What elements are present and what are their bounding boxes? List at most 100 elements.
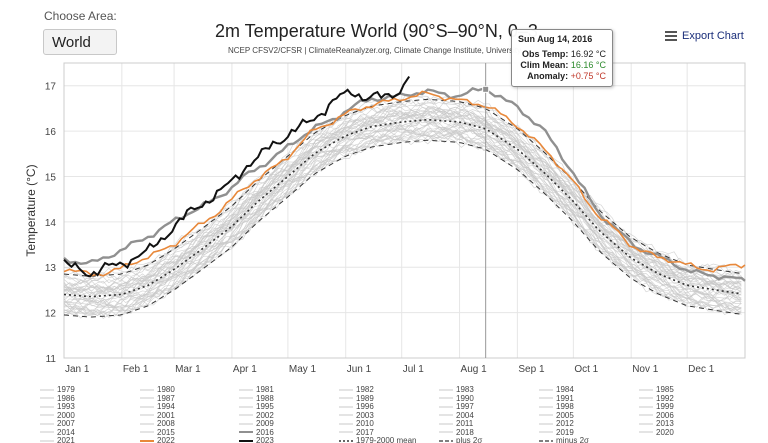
choose-area-label: Choose Area:	[44, 9, 117, 23]
export-chart-button[interactable]: Export Chart	[665, 28, 744, 44]
legend-item-1996[interactable]: 1996	[339, 402, 374, 411]
legend-label: 2014	[57, 427, 75, 437]
legend-swatch	[239, 397, 253, 399]
legend-item-1983[interactable]: 1983	[439, 385, 474, 394]
legend-swatch	[639, 406, 653, 407]
legend-label: 1979-2000 mean	[356, 436, 417, 443]
x-tick-label: Apr 1	[233, 364, 257, 375]
legend-item-2004[interactable]: 2004	[439, 411, 474, 420]
legend-item-1995[interactable]: 1995	[239, 402, 274, 411]
x-tick-label: Oct 1	[574, 364, 598, 375]
legend-label: 2015	[157, 427, 175, 437]
legend-item-1979-2000-mean[interactable]: 1979-2000 mean	[339, 436, 417, 443]
series-line-1987	[63, 123, 742, 308]
legend-item-1994[interactable]: 1994	[140, 402, 175, 411]
hover-point-marker	[482, 85, 490, 93]
series-line-2022	[63, 90, 746, 277]
legend-item-minus-2-[interactable]: minus 2σ	[539, 436, 589, 443]
area-select[interactable]: World	[43, 29, 117, 55]
legend-item-1989[interactable]: 1989	[339, 394, 374, 403]
legend-label: 1996	[356, 402, 374, 411]
legend-item-2007[interactable]: 2007	[40, 419, 75, 428]
legend-item-2015[interactable]: 2015	[140, 428, 175, 437]
legend-item-2012[interactable]: 2012	[539, 419, 574, 428]
legend-item-2008[interactable]: 2008	[140, 419, 175, 428]
legend-swatch	[339, 414, 353, 416]
legend-item-plus-2-[interactable]: plus 2σ	[439, 436, 482, 443]
series-line-2012	[63, 106, 742, 295]
legend-label: 1986	[57, 393, 75, 403]
legend-item-2003[interactable]: 2003	[339, 411, 374, 420]
series-line-1985	[63, 129, 742, 317]
legend-item-2013[interactable]: 2013	[639, 419, 674, 428]
legend-swatch	[40, 389, 54, 390]
legend-item-1982[interactable]: 1982	[339, 385, 374, 394]
legend-label: 2017	[356, 427, 374, 437]
legend-item-2021[interactable]: 2021	[40, 436, 75, 443]
legend-item-2001[interactable]: 2001	[140, 411, 175, 420]
y-tick-label: 12	[45, 309, 57, 320]
legend-item-1980[interactable]: 1980	[140, 385, 175, 394]
series-line-2018	[63, 101, 742, 286]
x-tick-label: Nov 1	[632, 364, 659, 375]
legend-item-1986[interactable]: 1986	[40, 394, 75, 403]
legend-swatch	[639, 389, 653, 390]
legend-label: 1987	[157, 393, 175, 403]
legend-item-2009[interactable]: 2009	[239, 419, 274, 428]
legend-label: 2018	[456, 427, 474, 437]
legend-item-1998[interactable]: 1998	[539, 402, 574, 411]
legend-item-2005[interactable]: 2005	[539, 411, 574, 420]
tooltip-anomaly-value: +0.75 °C	[570, 71, 606, 81]
tooltip-clim-value: 16.16 °C	[570, 60, 606, 70]
legend-swatch	[239, 406, 253, 407]
legend-label: 1980	[157, 385, 175, 394]
tooltip-anomaly-label: Anomaly:	[527, 71, 569, 81]
legend-label: 2020	[656, 427, 674, 437]
legend-item-1979[interactable]: 1979	[40, 385, 75, 394]
legend-item-2000[interactable]: 2000	[40, 411, 75, 420]
legend-item-2023[interactable]: 2023	[239, 436, 274, 443]
legend-item-1992[interactable]: 1992	[639, 394, 674, 403]
tooltip-anomaly-row: Anomaly: +0.75 °C	[518, 71, 606, 82]
legend-item-1988[interactable]: 1988	[239, 394, 274, 403]
legend-item-2016[interactable]: 2016	[239, 428, 274, 437]
legend-label: 1984	[556, 385, 574, 394]
legend-item-2019[interactable]: 2019	[539, 428, 574, 437]
legend-item-2022[interactable]: 2022	[140, 436, 175, 443]
legend-swatch	[140, 414, 154, 416]
legend-label: 2023	[256, 436, 274, 443]
legend-item-1984[interactable]: 1984	[539, 385, 574, 394]
legend-item-1993[interactable]: 1993	[40, 402, 75, 411]
legend-item-2018[interactable]: 2018	[439, 428, 474, 437]
legend-label: 2013	[656, 419, 674, 428]
legend-item-2011[interactable]: 2011	[439, 419, 473, 428]
legend-item-1990[interactable]: 1990	[439, 394, 474, 403]
legend-label: 1994	[157, 402, 175, 411]
legend-label: 1990	[456, 393, 474, 403]
legend-swatch	[539, 431, 553, 433]
legend-item-1999[interactable]: 1999	[639, 402, 674, 411]
legend-swatch	[439, 439, 453, 442]
legend-item-1987[interactable]: 1987	[140, 394, 175, 403]
temperature-chart[interactable]: 11 12 13 14 15 16 17 Jan 1 Feb 1 Mar 1 Apr 1 May 1 J…	[0, 0, 768, 385]
legend-item-2006[interactable]: 2006	[639, 411, 674, 420]
legend-item-2010[interactable]: 2010	[339, 419, 374, 428]
legend-label: 2012	[556, 419, 574, 428]
x-tick-label: Sep 1	[518, 364, 545, 375]
legend-label: 2009	[256, 419, 274, 428]
legend-item-2020[interactable]: 2020	[639, 428, 674, 437]
series-line-1993	[63, 128, 742, 314]
legend-label: 1995	[256, 402, 274, 411]
legend-item-1991[interactable]: 1991	[539, 394, 574, 403]
legend-item-1997[interactable]: 1997	[439, 402, 474, 411]
legend-item-2014[interactable]: 2014	[40, 428, 75, 437]
legend-item-1981[interactable]: 1981	[239, 385, 274, 394]
legend-item-1985[interactable]: 1985	[639, 385, 674, 394]
series-line-2014	[63, 106, 742, 292]
x-tick-label: Jul 1	[403, 364, 425, 375]
legend-label: 2022	[157, 436, 175, 443]
legend-item-2017[interactable]: 2017	[339, 428, 374, 437]
climatology-lines	[63, 98, 742, 318]
y-tick-label: 13	[45, 263, 57, 274]
legend-item-2002[interactable]: 2002	[239, 411, 274, 420]
